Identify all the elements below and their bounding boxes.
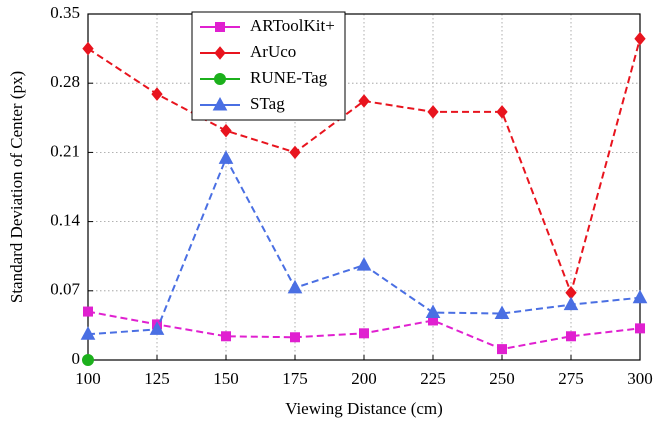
marker xyxy=(634,31,646,46)
x-tick-label: 125 xyxy=(144,369,170,388)
legend-label: RUNE-Tag xyxy=(250,68,328,87)
series-line xyxy=(87,155,641,336)
marker xyxy=(494,305,510,320)
marker xyxy=(82,354,94,366)
legend-label: ArUco xyxy=(250,42,296,61)
x-tick-label: 150 xyxy=(213,369,239,388)
marker xyxy=(287,279,303,294)
marker xyxy=(358,94,370,108)
marker xyxy=(214,46,226,60)
legend-label: ARToolKit+ xyxy=(250,16,335,35)
marker xyxy=(212,96,228,111)
legend-label: STag xyxy=(250,94,285,113)
y-tick-label: 0.14 xyxy=(50,211,80,230)
marker xyxy=(215,22,225,32)
x-tick-label: 275 xyxy=(558,369,584,388)
marker xyxy=(83,306,93,317)
marker xyxy=(218,150,234,164)
marker xyxy=(425,304,441,319)
x-tick-label: 200 xyxy=(351,369,377,388)
x-tick-label: 300 xyxy=(627,369,653,388)
y-axis-label: Standard Deviation of Center (px) xyxy=(7,71,26,303)
x-tick-label: 225 xyxy=(420,369,446,388)
marker xyxy=(635,323,645,334)
legend: ARToolKit+ ArUco RUNE-Tag STag xyxy=(191,11,346,121)
marker xyxy=(289,145,301,160)
x-tick-label: 250 xyxy=(489,369,515,388)
marker xyxy=(290,332,300,343)
marker xyxy=(214,73,226,85)
y-tick-label: 0.21 xyxy=(50,141,80,160)
y-tick-label: 0 xyxy=(72,349,81,368)
marker xyxy=(82,41,94,56)
marker xyxy=(566,331,576,342)
marker xyxy=(220,123,232,138)
y-tick-label: 0.07 xyxy=(50,280,80,299)
marker xyxy=(149,321,165,335)
marker xyxy=(221,331,231,342)
marker xyxy=(80,326,96,340)
marker xyxy=(632,289,648,304)
marker xyxy=(359,328,369,339)
marker xyxy=(427,105,439,119)
y-tick-label: 0.28 xyxy=(50,72,80,91)
y-tick-label: 0.35 xyxy=(50,3,80,22)
x-tick-label: 175 xyxy=(282,369,308,388)
marker xyxy=(497,344,507,355)
marker xyxy=(563,296,579,311)
marker xyxy=(151,87,163,101)
marker xyxy=(356,257,372,271)
x-axis-label: Viewing Distance (cm) xyxy=(285,399,443,418)
x-tick-label: 100 xyxy=(75,369,101,388)
plot-frame xyxy=(87,13,641,361)
marker xyxy=(496,105,508,119)
